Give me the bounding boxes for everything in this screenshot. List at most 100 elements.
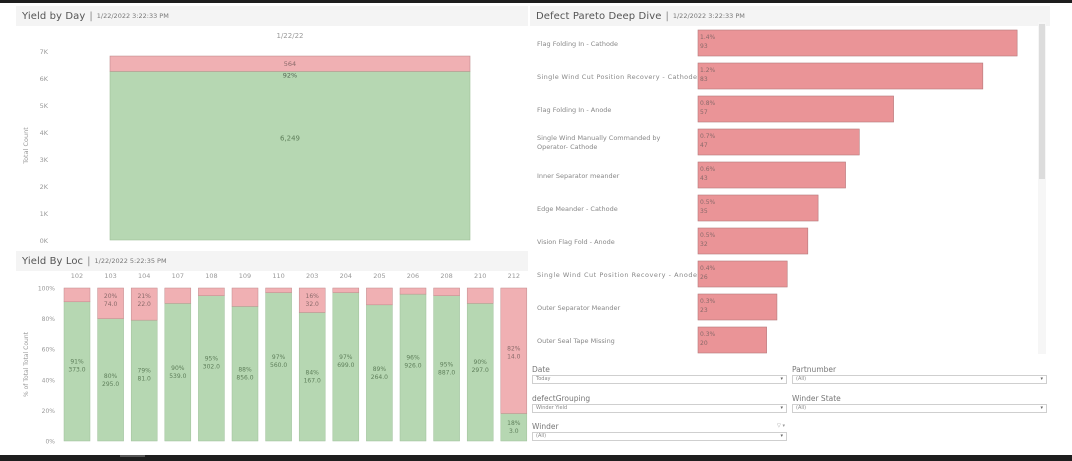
bar-defect-segment: [433, 287, 460, 296]
bar-defect-segment: [366, 287, 393, 306]
bar-good-segment: [265, 292, 292, 442]
good-pct-label: 88%: [238, 367, 252, 374]
x-category-label: 109: [239, 272, 251, 280]
x-category-label: 1/22/22: [277, 32, 304, 40]
bar-good-segment: [231, 306, 259, 442]
pareto-count-label: 57: [700, 109, 708, 116]
bar-defect-segment: [332, 287, 360, 293]
filter-label: Winder ▽ ▾: [532, 421, 787, 432]
good-count-label: 373.0: [68, 366, 85, 373]
good-pct-label: 97%: [272, 354, 286, 361]
pareto-count-label: 83: [700, 76, 708, 83]
dropdown-arrow-icon[interactable]: ▾: [780, 405, 783, 411]
pareto-bar: [697, 29, 1018, 57]
x-category-label: 210: [474, 272, 486, 280]
bar-good-segment: [298, 312, 326, 442]
dropdown-arrow-icon[interactable]: ▾: [780, 433, 783, 439]
partnumber-select[interactable]: (All) ▾: [792, 375, 1047, 384]
y-axis-label: % of Total Total Count: [23, 331, 30, 397]
dropdown-arrow-icon[interactable]: ▾: [1040, 376, 1043, 382]
defect-pct-label: 20%: [104, 293, 118, 300]
select-value: Winder Yield: [536, 405, 568, 411]
pareto-header: Defect Pareto Deep Dive | 1/22/2022 3:22…: [530, 6, 1050, 26]
bar-good-segment: [500, 413, 528, 442]
good-count-label: 264.0: [371, 374, 388, 381]
dropdown-arrow-icon[interactable]: ▾: [1040, 405, 1043, 411]
y-tick-label: 3K: [40, 156, 49, 164]
yield-by-day-title: Yield by Day: [22, 10, 86, 22]
good-pct-label: 84%: [306, 370, 320, 377]
pareto-scrollbar-thumb[interactable]: [1039, 24, 1045, 179]
defect-pct-label: 21%: [138, 293, 152, 300]
title-separator: |: [665, 10, 669, 22]
x-category-label: 208: [440, 272, 452, 280]
x-category-label: 203: [306, 272, 318, 280]
good-pct-label: 80%: [104, 373, 118, 380]
pareto-pct-label: 0.3%: [700, 298, 716, 305]
bar-good-segment: [198, 295, 225, 442]
pareto-count-label: 20: [700, 340, 708, 347]
winder-state-select[interactable]: (All) ▾: [792, 404, 1047, 413]
y-tick-label: 4K: [40, 129, 49, 137]
x-category-label: 110: [272, 272, 284, 280]
bar-good-segment: [332, 292, 360, 442]
category-label: Flag Folding In - Cathode: [537, 40, 618, 48]
pareto-pct-label: 0.3%: [700, 331, 716, 338]
bar-defect-segment: [231, 287, 259, 307]
category-label: Inner Separator meander: [537, 172, 620, 180]
defect-grouping-select[interactable]: Winder Yield ▾: [532, 404, 787, 413]
good-count-label: 560.0: [270, 362, 287, 369]
filter-label: Date: [532, 365, 550, 374]
x-category-label: 103: [104, 272, 116, 280]
good-pct-label: 18%: [507, 420, 521, 427]
pareto-bar: [697, 194, 819, 222]
bar-good-segment: [63, 301, 91, 442]
pareto-pct-label: 0.7%: [700, 133, 716, 140]
yield-by-day-header: Yield by Day | 1/22/2022 3:22:33 PM: [16, 6, 528, 26]
y-tick-label: 7K: [40, 48, 49, 56]
filter-partnumber: Partnumber (All) ▾: [792, 364, 1047, 384]
good-pct-label: 90%: [474, 359, 488, 366]
good-count-label: 539.0: [169, 373, 186, 380]
x-category-label: 107: [172, 272, 184, 280]
pareto-scrollbar-track[interactable]: [1038, 22, 1046, 354]
bar-defect-segment: [164, 287, 192, 304]
filter-winder: Winder ▽ ▾ (All) ▾: [532, 421, 787, 441]
pareto-bar: [697, 62, 984, 90]
good-pct-label: 90%: [171, 365, 185, 372]
yield-by-loc-timestamp: 1/22/2022 5:22:35 PM: [94, 257, 167, 265]
defect-pareto-chart: Flag Folding In - Cathode 1.4% 93 Single Wi…: [537, 29, 1018, 354]
good-pct-label: 91%: [70, 358, 84, 365]
category-label: Outer Separator Meander: [537, 304, 621, 312]
defect-count-label: 32.0: [306, 301, 320, 308]
bar-good-segment: [366, 304, 393, 442]
good-count-label: 856.0: [236, 375, 253, 382]
y-tick-label: 40%: [42, 377, 56, 384]
bar-defect-segment: [399, 287, 427, 295]
y-tick-label: 20%: [42, 408, 56, 415]
y-tick-label: 100%: [38, 286, 55, 293]
bar-good-segment: [164, 303, 192, 442]
good-count-label: 699.0: [337, 362, 354, 369]
y-tick-label: 60%: [42, 347, 56, 354]
filter-date: Date Today ▾: [532, 364, 787, 384]
pareto-pct-label: 0.5%: [700, 232, 716, 239]
filter-label: defectGrouping: [532, 394, 591, 403]
pareto-pct-label: 0.4%: [700, 265, 716, 272]
date-select[interactable]: Today ▾: [532, 375, 787, 384]
pareto-bar: [697, 161, 846, 189]
good-pct-label: 95%: [205, 355, 219, 362]
winder-select[interactable]: (All) ▾: [532, 432, 787, 441]
dropdown-arrow-icon[interactable]: ▾: [780, 376, 783, 382]
pareto-bar: [697, 293, 778, 321]
pareto-pct-label: 0.8%: [700, 100, 716, 107]
good-pct-label: 89%: [373, 366, 387, 373]
defect-count-label: 14.0: [507, 354, 521, 361]
filter-winder-state: Winder State (All) ▾: [792, 393, 1047, 413]
y-tick-label: 0%: [45, 439, 55, 446]
good-count-label: 6,249: [280, 135, 300, 143]
filter-clear-icon[interactable]: ▽ ▾: [777, 423, 785, 429]
good-count-label: 926.0: [404, 363, 421, 370]
yield-by-loc-chart: 0% 20% 40% 60% 80% 100% % of Total Total Count…: [23, 272, 528, 446]
yield-by-day-timestamp: 1/22/2022 3:22:33 PM: [96, 12, 169, 20]
